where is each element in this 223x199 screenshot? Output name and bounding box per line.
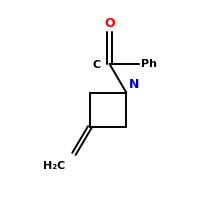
Text: O: O [104,17,115,30]
Text: C: C [93,60,101,70]
Text: N: N [129,78,139,91]
Text: H₂C: H₂C [43,161,66,171]
Text: Ph: Ph [141,59,157,69]
